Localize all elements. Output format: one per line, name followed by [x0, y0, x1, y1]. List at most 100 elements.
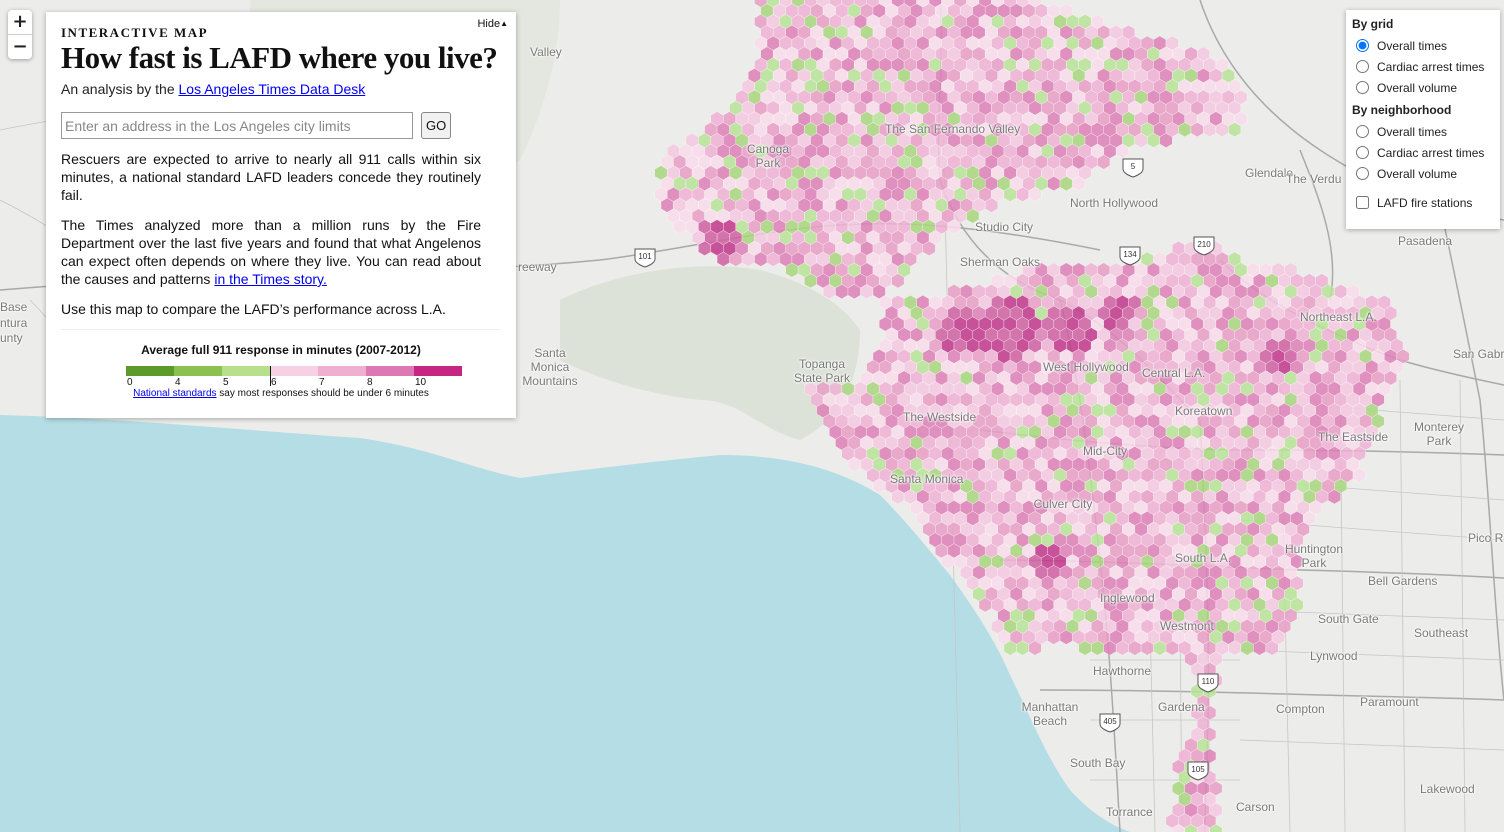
grid-option-label[interactable]: Cardiac arrest times	[1377, 59, 1485, 74]
hex-grid-layer	[654, 0, 1410, 832]
address-search: GO	[61, 112, 481, 139]
nbhd-option-label[interactable]: Overall volume	[1377, 166, 1458, 181]
nbhd-option-label[interactable]: Cardiac arrest times	[1377, 145, 1485, 160]
legend-note: National standards say most responses sh…	[61, 388, 501, 399]
place-label: Glendale	[1245, 166, 1294, 180]
highway-shield: 134	[1119, 246, 1141, 266]
legend-tick: 10	[415, 377, 427, 388]
svg-text:110: 110	[1202, 677, 1215, 686]
legend-scale: 0 4 5 6 7 8 10	[126, 366, 462, 390]
grid-option-label[interactable]: Overall times	[1377, 38, 1448, 53]
paragraph-3: Use this map to compare the LAFD’s perfo…	[61, 301, 446, 317]
legend-swatch	[366, 366, 414, 376]
place-label: Santa Monica Mountains	[522, 346, 578, 388]
place-label: The San Fernando Valley	[885, 122, 1021, 136]
place-label: Manhattan Beach	[1021, 700, 1079, 728]
zoom-out-button[interactable]: −	[8, 34, 32, 59]
hide-panel-button[interactable]: Hide▲	[477, 18, 508, 30]
grid-overall-times-radio[interactable]	[1356, 39, 1369, 52]
place-label: Monterey Park	[1413, 420, 1465, 448]
grid-volume-radio[interactable]	[1356, 81, 1369, 94]
page-title: How fast is LAFD where you live?	[61, 40, 498, 75]
svg-text:5: 5	[1131, 162, 1136, 171]
place-label: Southeast	[1414, 626, 1469, 640]
grid-option-cardiac[interactable]: Cardiac arrest times	[1352, 56, 1500, 77]
legend-tick: 7	[319, 377, 325, 388]
highway-shield: 5	[1122, 158, 1144, 178]
svg-text:210: 210	[1197, 240, 1211, 249]
place-label: Gardena	[1158, 700, 1205, 714]
nbhd-option-volume[interactable]: Overall volume	[1352, 163, 1500, 184]
hide-label[interactable]: Hide	[477, 18, 501, 30]
place-label: unty	[0, 331, 23, 345]
place-label: Canoga Park	[746, 142, 790, 170]
place-label: Base	[0, 300, 28, 314]
place-label: Koreatown	[1175, 404, 1233, 418]
legend-tick: 8	[367, 377, 373, 388]
intro-text: Rescuers are expected to arrive to nearl…	[61, 150, 481, 318]
legend-swatch	[222, 366, 270, 376]
paragraph-2-text: The Times analyzed more than a million r…	[61, 217, 481, 287]
place-label: San Gabri	[1453, 347, 1504, 361]
place-label: Bell Gardens	[1368, 574, 1438, 588]
place-label: Hawthorne	[1093, 664, 1152, 678]
svg-text:105: 105	[1191, 765, 1205, 774]
info-panel: Hide▲ INTERACTIVE MAP How fast is LAFD w…	[46, 12, 516, 418]
nbhd-option-overall-times[interactable]: Overall times	[1352, 121, 1500, 142]
place-label: South Gate	[1318, 612, 1379, 626]
grid-option-overall-times[interactable]: Overall times	[1352, 35, 1500, 56]
place-label: Santa Monica	[890, 472, 964, 486]
times-story-link[interactable]: in the Times story.	[214, 271, 327, 287]
svg-text:405: 405	[1103, 717, 1117, 726]
nbhd-volume-radio[interactable]	[1356, 167, 1369, 180]
legend-tick: 6	[271, 377, 277, 388]
legend-tick: 5	[223, 377, 229, 388]
place-label: Lakewood	[1420, 782, 1475, 796]
place-label: Carson	[1236, 800, 1275, 814]
legend-tick: 4	[175, 377, 181, 388]
grid-option-label[interactable]: Overall volume	[1377, 80, 1458, 95]
place-label: Torrance	[1106, 805, 1153, 819]
place-label: Valley	[530, 45, 562, 59]
place-label: North Hollywood	[1070, 196, 1159, 210]
fire-stations-checkbox[interactable]	[1356, 196, 1369, 209]
place-label: Pico R	[1468, 531, 1504, 545]
address-input[interactable]	[61, 112, 413, 139]
go-button[interactable]: GO	[421, 112, 452, 139]
place-label: Lynwood	[1310, 649, 1358, 663]
legend-swatch	[318, 366, 366, 376]
place-label: Northeast L.A.	[1300, 310, 1377, 324]
place-label: Topanga State Park	[793, 357, 851, 385]
place-label: Pasadena	[1398, 234, 1453, 248]
legend: Average full 911 response in minutes (20…	[61, 329, 501, 399]
paragraph-1: Rescuers are expected to arrive to nearl…	[61, 151, 481, 203]
place-label: Central L.A.	[1142, 366, 1206, 380]
by-neighborhood-title: By neighborhood	[1352, 103, 1452, 117]
fire-stations-label[interactable]: LAFD fire stations	[1377, 195, 1473, 210]
legend-swatch	[414, 366, 462, 376]
grid-option-volume[interactable]: Overall volume	[1352, 77, 1500, 98]
highway-shield: 405	[1099, 713, 1121, 733]
data-desk-link[interactable]: Los Angeles Times Data Desk	[178, 81, 366, 97]
svg-text:101: 101	[638, 252, 652, 261]
fire-stations-toggle[interactable]: LAFD fire stations	[1352, 192, 1500, 213]
place-label: Mid-City	[1083, 444, 1127, 458]
paragraph-2: The Times analyzed more than a million r…	[61, 216, 481, 288]
zoom-in-button[interactable]: +	[12, 11, 28, 32]
nbhd-cardiac-radio[interactable]	[1356, 146, 1369, 159]
place-label: reeway	[518, 260, 557, 274]
highway-shield: 110	[1197, 673, 1219, 693]
byline: An analysis by the Los Angeles Times Dat…	[61, 81, 481, 97]
highway-shield: 210	[1193, 236, 1215, 256]
caret-up-icon[interactable]: ▲	[500, 19, 508, 28]
place-label: Compton	[1276, 702, 1325, 716]
grid-cardiac-radio[interactable]	[1356, 60, 1369, 73]
nbhd-option-label[interactable]: Overall times	[1377, 124, 1448, 139]
legend-title: Average full 911 response in minutes (20…	[141, 343, 421, 357]
legend-six-minute-mark	[270, 366, 271, 386]
nbhd-option-cardiac[interactable]: Cardiac arrest times	[1352, 142, 1500, 163]
nbhd-overall-times-radio[interactable]	[1356, 125, 1369, 138]
national-standards-link[interactable]: National standards	[133, 388, 217, 399]
layer-control: By grid Overall times Cardiac arrest tim…	[1346, 10, 1500, 229]
zoom-control[interactable]: + −	[8, 10, 32, 59]
